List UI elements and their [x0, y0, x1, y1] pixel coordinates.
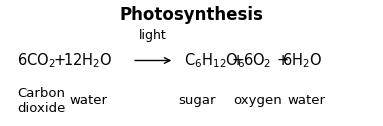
Text: oxygen: oxygen [233, 94, 282, 107]
Text: 12H$_2$O: 12H$_2$O [63, 51, 113, 70]
Text: water: water [287, 94, 326, 107]
Text: +: + [231, 53, 244, 68]
Text: C$_6$H$_{12}$O$_6$: C$_6$H$_{12}$O$_6$ [184, 51, 246, 70]
Text: sugar: sugar [178, 94, 216, 107]
Text: Photosynthesis: Photosynthesis [119, 6, 264, 24]
Text: light: light [139, 29, 167, 42]
Text: +: + [53, 53, 65, 68]
Text: 6CO$_2$: 6CO$_2$ [17, 51, 56, 70]
Text: Carbon
dioxide: Carbon dioxide [17, 87, 65, 115]
Text: +: + [277, 53, 289, 68]
Text: water: water [69, 94, 107, 107]
Text: 6H$_2$O: 6H$_2$O [283, 51, 322, 70]
Text: 6O$_2$: 6O$_2$ [243, 51, 272, 70]
